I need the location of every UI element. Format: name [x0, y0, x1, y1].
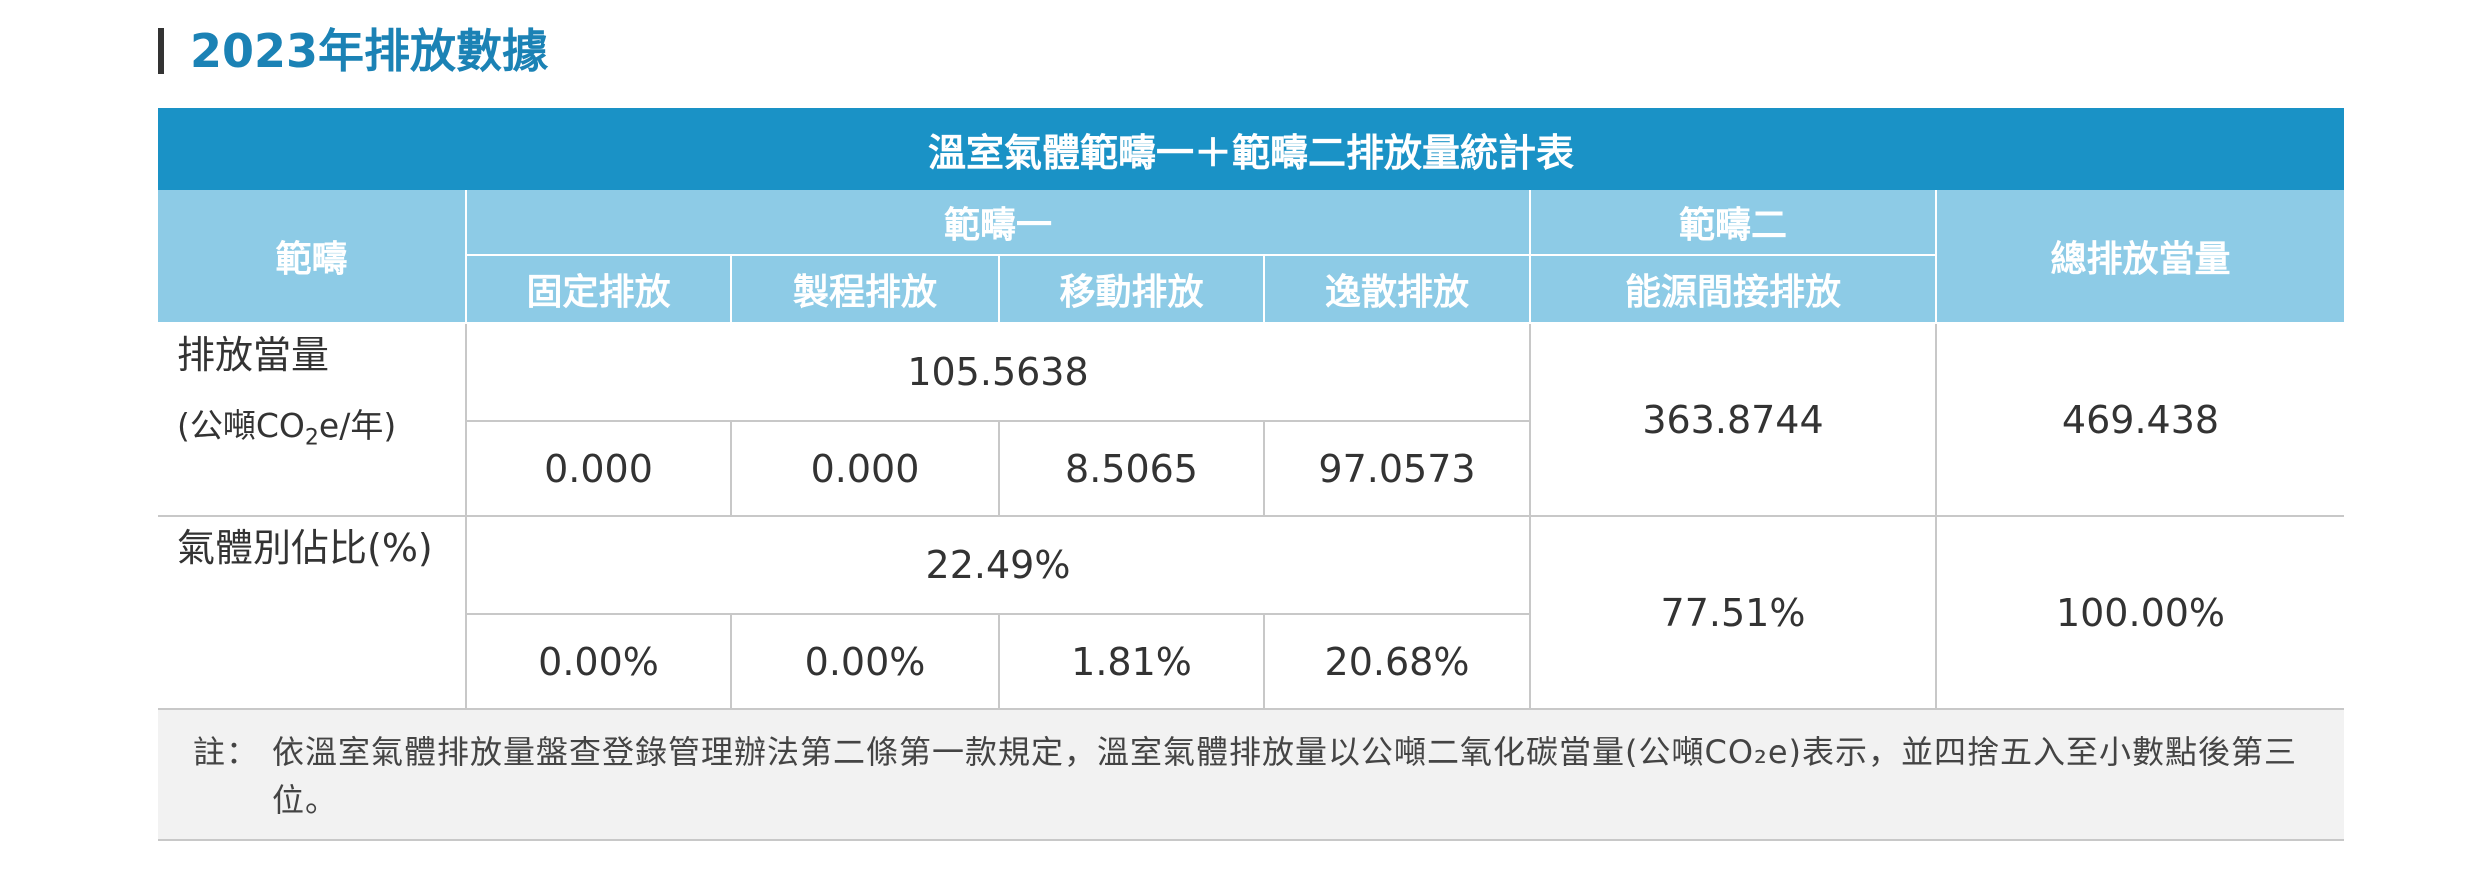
note-text: 依溫室氣體排放量盤查登錄管理辦法第二條第一款規定，溫室氣體排放量以公噸二氧化碳當…	[272, 733, 2298, 819]
scope1-item: 0.000	[732, 422, 1000, 517]
header-cell: 範疇一	[467, 190, 1531, 256]
heading: 2023年排放數據	[190, 24, 549, 78]
unit-prefix: (公噸CO	[177, 406, 305, 445]
scope1-total: 22.49%	[467, 517, 1531, 615]
header-cell: 製程排放	[732, 256, 1000, 324]
scope1-item: 20.68%	[1265, 615, 1531, 710]
total-value: 100.00%	[1937, 517, 2344, 710]
unit-suffix: e/年)	[318, 406, 397, 445]
heading-bar	[158, 28, 164, 74]
header-cell: 能源間接排放	[1531, 256, 1937, 324]
unit-sub: 2	[304, 425, 319, 451]
header-cell: 範疇	[158, 190, 467, 324]
scope1-item: 1.81%	[1000, 615, 1265, 710]
row-label: 排放當量 (公噸CO2e/年)	[158, 324, 467, 517]
total-value: 469.438	[1937, 324, 2344, 517]
scope1-item: 0.00%	[467, 615, 732, 710]
row-label-text: 排放當量	[177, 333, 330, 377]
header-cell: 逸散排放	[1265, 256, 1531, 324]
table-title: 溫室氣體範疇一＋範疇二排放量統計表	[158, 108, 2344, 190]
scope1-item: 0.000	[467, 422, 732, 517]
scope1-total: 105.5638	[467, 324, 1531, 422]
scope1-item: 0.00%	[732, 615, 1000, 710]
note: 註： 依溫室氣體排放量盤查登錄管理辦法第二條第一款規定，溫室氣體排放量以公噸二氧…	[158, 710, 2344, 841]
scope2-value: 77.51%	[1531, 517, 1937, 710]
header-cell: 總排放當量	[1937, 190, 2344, 324]
header-cell: 移動排放	[1000, 256, 1265, 324]
scope1-item: 8.5065	[1000, 422, 1265, 517]
row-unit: (公噸CO2e/年)	[177, 399, 396, 451]
note-label: 註：	[193, 733, 260, 771]
header-cell: 範疇二	[1531, 190, 1937, 256]
row-label-text: 氣體別佔比(%)	[177, 526, 433, 570]
scope1-item: 97.0573	[1265, 422, 1531, 517]
header-cell: 固定排放	[467, 256, 732, 324]
row-label: 氣體別佔比(%)	[158, 517, 467, 710]
scope2-value: 363.8744	[1531, 324, 1937, 517]
